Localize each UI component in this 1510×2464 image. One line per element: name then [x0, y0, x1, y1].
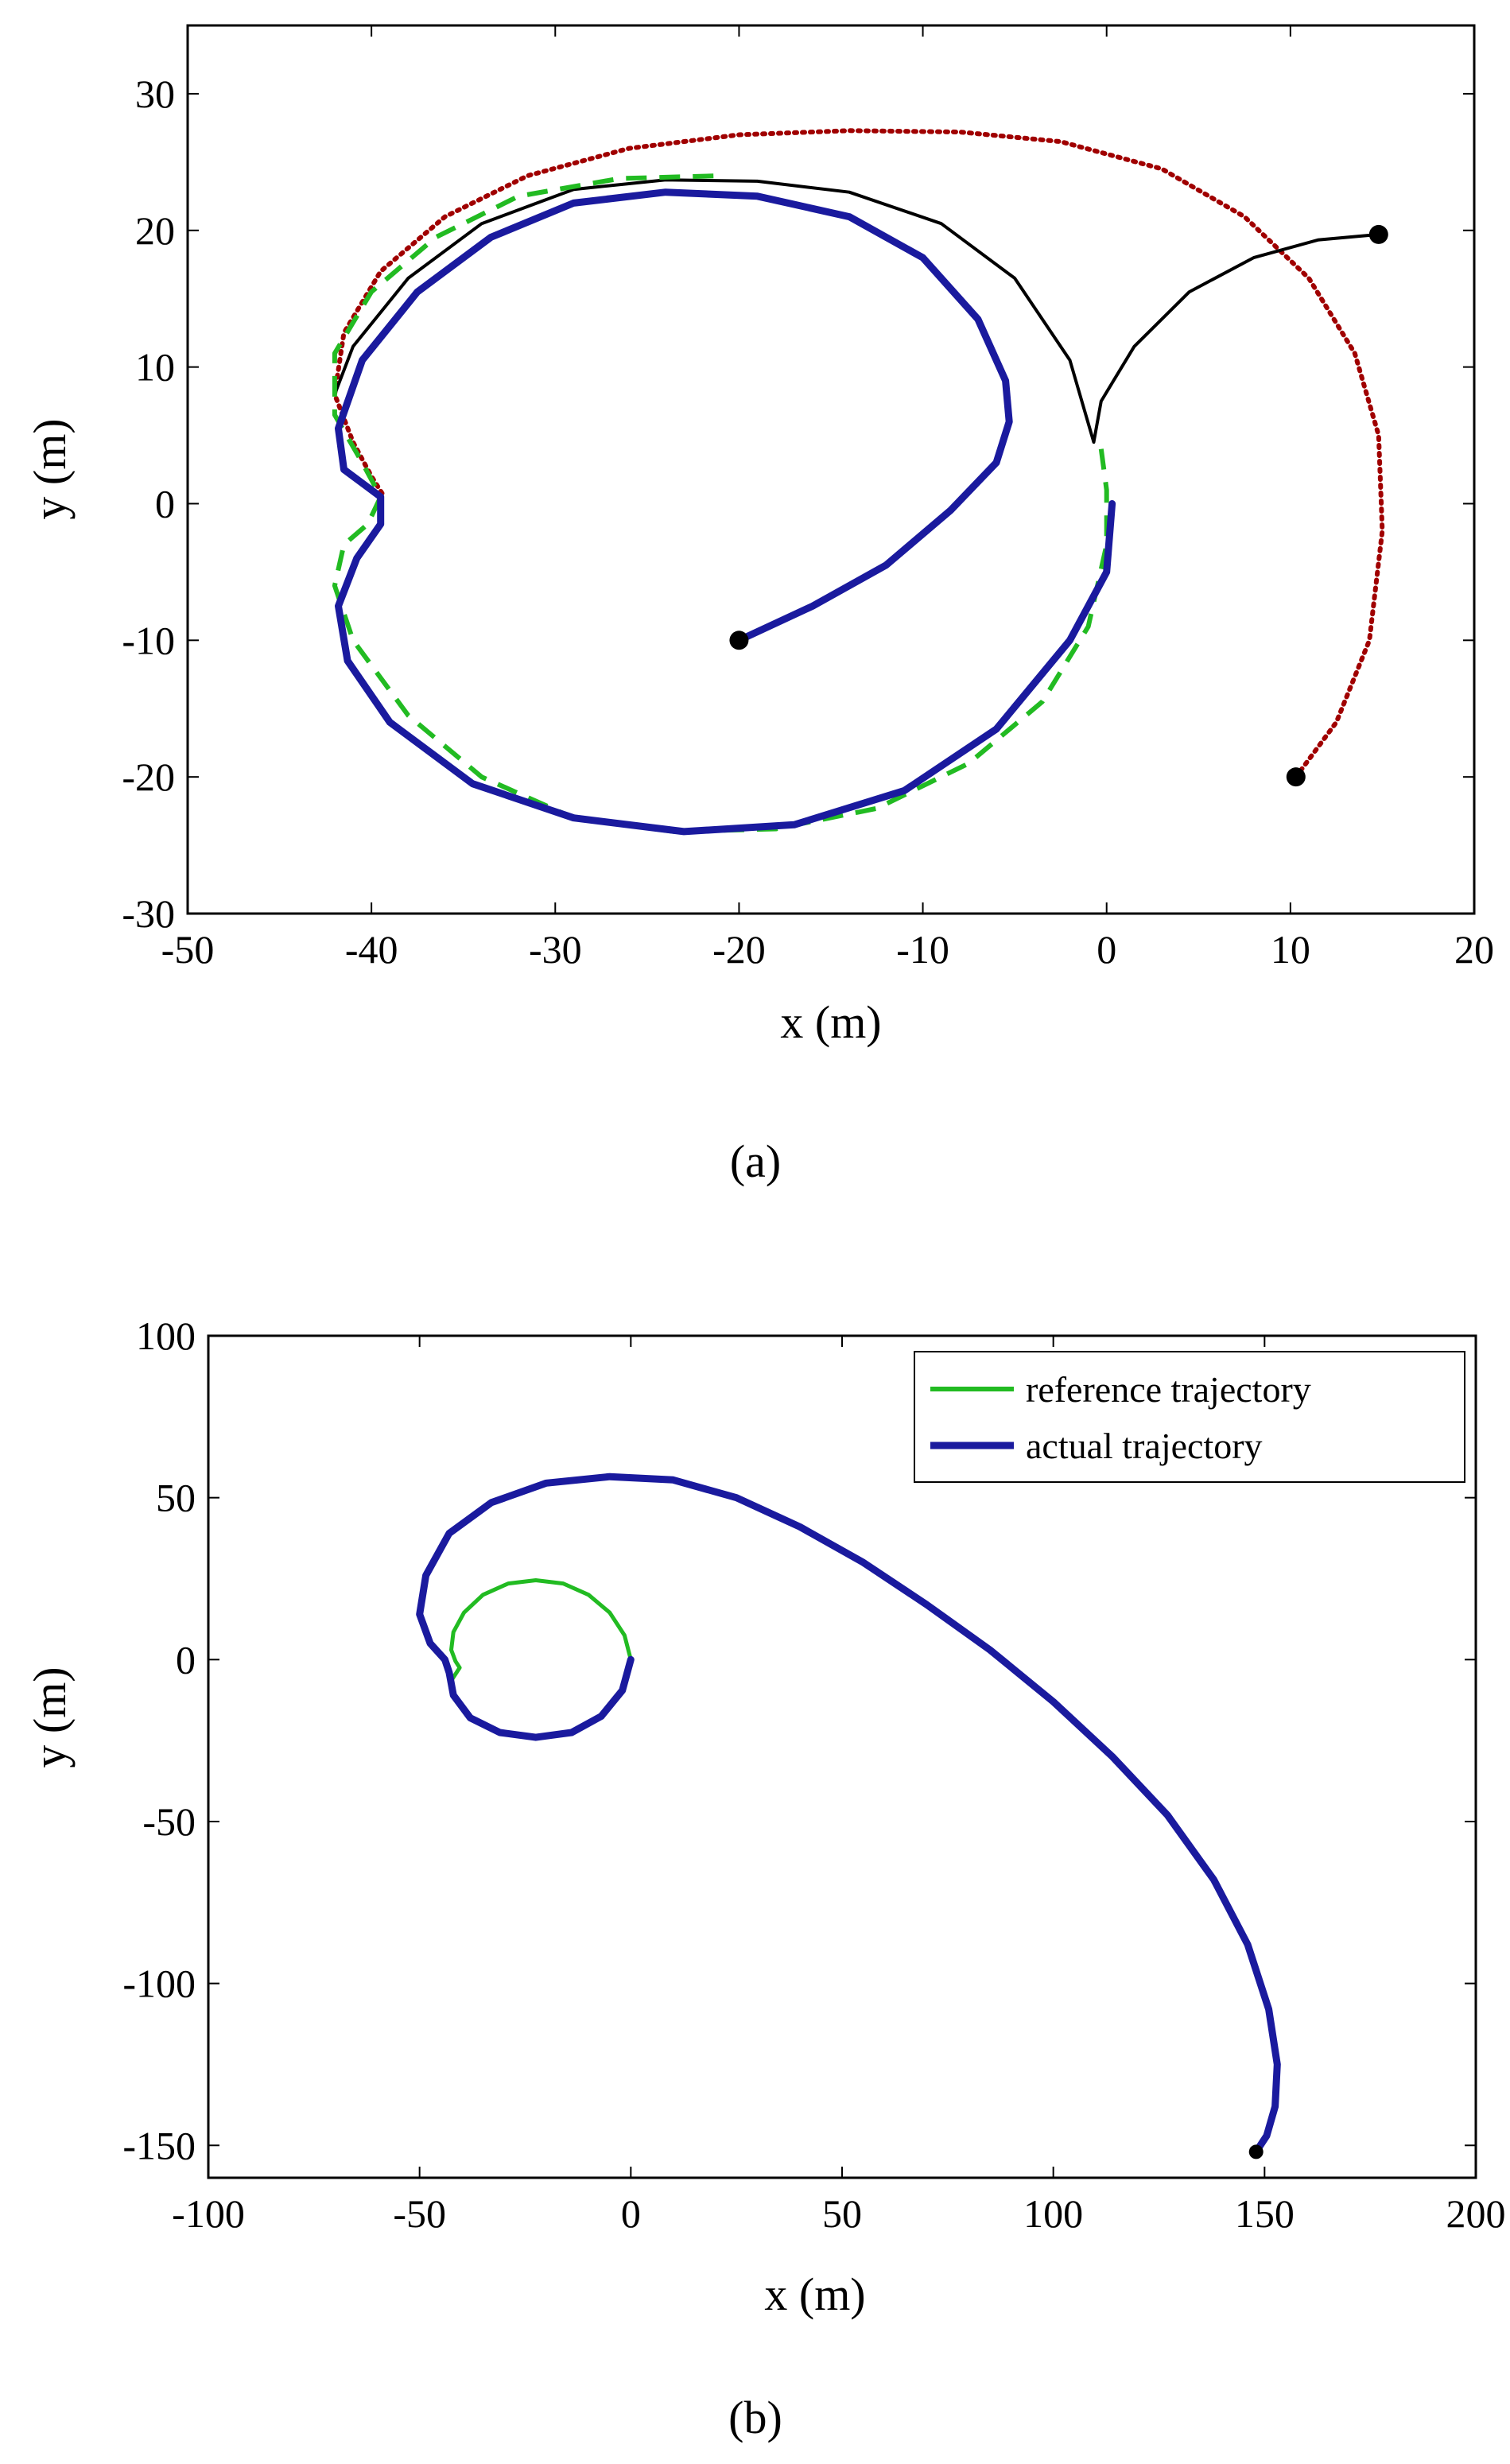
x-tick-label: 50	[822, 2191, 862, 2236]
y-tick-label: 100	[136, 1313, 196, 1358]
marker-point-1	[1286, 767, 1306, 787]
data-markers	[729, 224, 1388, 787]
x-tick-label: -100	[172, 2191, 245, 2236]
y-tick-label: -10	[122, 618, 175, 662]
y-tick-label: 50	[156, 1476, 196, 1520]
x-tick-label: -50	[393, 2191, 446, 2236]
x-tick-label: 20	[1454, 927, 1494, 972]
x-tick-label: -10	[896, 927, 949, 972]
data-series	[416, 1473, 1281, 2156]
x-tick-label: 200	[1446, 2191, 1506, 2236]
panel-label-a: (a)	[730, 1135, 781, 1187]
marker-point-0	[1368, 224, 1388, 244]
chart-panel-a: -50 -40 -30 -20 -10 0 10 20 -30 -20 -10 0 10 20 30 x (…	[24, 24, 1494, 1187]
x-tick-label: 10	[1271, 927, 1310, 972]
y-tick-label: -30	[122, 891, 175, 936]
x-tick-label: 150	[1235, 2191, 1295, 2236]
tick-labels: -50 -40 -30 -20 -10 0 10 20 -30 -20 -10 0 10 20 30	[122, 72, 1494, 972]
y-tick-label: -100	[122, 1961, 196, 2006]
x-tick-label: 0	[1097, 927, 1116, 972]
y-tick-label: 10	[135, 345, 175, 390]
marker-point-2	[729, 631, 749, 650]
data-series	[332, 128, 1385, 836]
series-line-3	[335, 188, 1116, 836]
y-tick-label: -50	[142, 1799, 196, 1844]
y-tick-label: 20	[135, 208, 175, 253]
series-line-1	[332, 178, 1380, 444]
series-line-2	[332, 173, 1109, 834]
legend-label-reference: reference trajectory	[1026, 1369, 1311, 1410]
series-line-0	[332, 128, 1385, 780]
y-tick-label: 0	[155, 481, 175, 526]
legend-label-actual: actual trajectory	[1026, 1426, 1263, 1466]
x-axis-label: x (m)	[780, 996, 881, 1048]
series-line-0	[449, 1578, 633, 1683]
y-axis-label: y (m)	[24, 418, 76, 519]
axis-ticks	[208, 1335, 1477, 2178]
y-tick-label: -150	[122, 2123, 196, 2167]
chart-panel-b: -100 -50 0 50 100 150 200 -150 -100 -50 0 50 100 ref…	[24, 1313, 1506, 2443]
x-tick-label: -30	[529, 927, 582, 972]
legend: reference trajectory actual trajectory	[914, 1351, 1465, 1483]
series-line-1	[416, 1473, 1281, 2156]
data-markers	[1248, 2144, 1264, 2159]
x-tick-label: -40	[345, 927, 398, 972]
axis-ticks	[187, 25, 1475, 914]
y-tick-label: 30	[135, 72, 175, 116]
panel-label-b: (b)	[728, 2392, 782, 2443]
x-tick-label: -50	[161, 927, 215, 972]
y-tick-label: -20	[122, 755, 175, 799]
tick-labels: -100 -50 0 50 100 150 200 -150 -100 -50 0 50 100	[122, 1313, 1505, 2236]
marker-point-0	[1248, 2144, 1264, 2159]
plot-area-frame	[186, 24, 1476, 915]
legend-box	[914, 1351, 1465, 1483]
x-axis-label: x (m)	[764, 2268, 865, 2320]
y-axis-label: y (m)	[24, 1667, 76, 1767]
x-tick-label: 100	[1023, 2191, 1083, 2236]
x-tick-label: 0	[621, 2191, 641, 2236]
y-tick-label: 0	[176, 1637, 196, 1682]
x-tick-label: -20	[712, 927, 766, 972]
